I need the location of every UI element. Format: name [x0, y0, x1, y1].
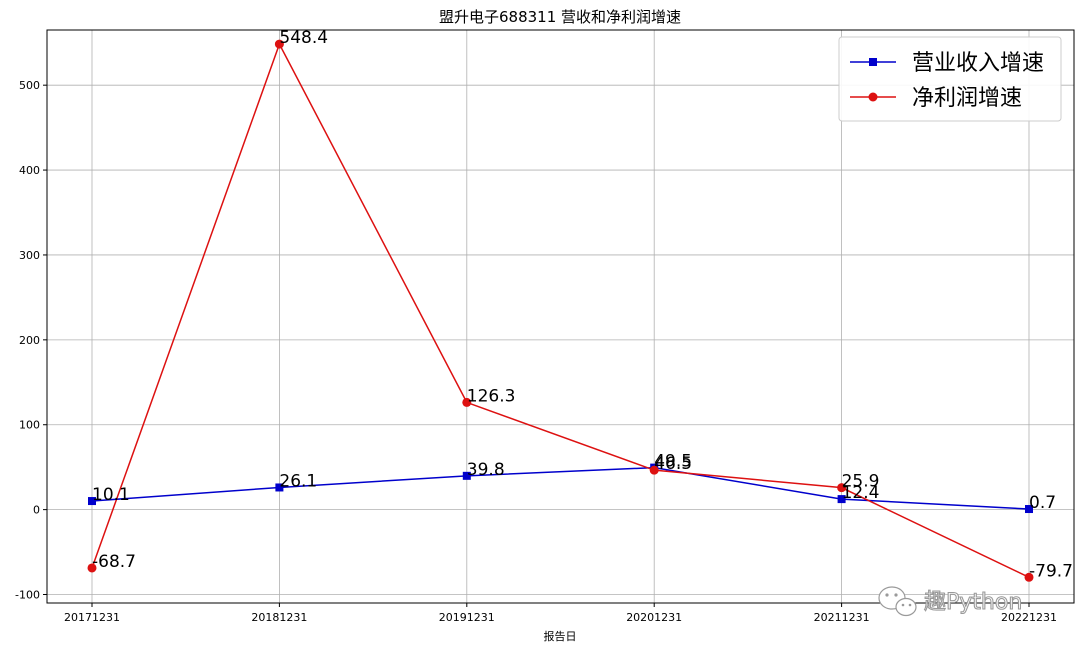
- wechat-icon: [878, 586, 917, 617]
- data-label: 49.5: [654, 452, 692, 472]
- data-point: [462, 397, 472, 407]
- x-axis-label: 报告日: [544, 629, 577, 643]
- data-point: [274, 39, 284, 49]
- data-label: 46.5: [654, 454, 692, 474]
- data-point: [649, 465, 659, 475]
- y-tick-label: 300: [19, 249, 40, 262]
- watermark: 趣Python: [878, 586, 1023, 617]
- legend-marker-profit: [868, 92, 878, 102]
- x-tick-label: 20171231: [64, 611, 120, 624]
- data-point: [87, 563, 97, 573]
- y-tick-label: -100: [15, 589, 40, 602]
- axes: -100 0 100 200 300 400 500 20171231 20181231 2019…: [15, 79, 1057, 624]
- y-tick-label: 200: [19, 334, 40, 347]
- legend-marker-revenue: [869, 58, 877, 66]
- data-point: [1024, 572, 1034, 582]
- x-tick-label: 20221231: [1001, 611, 1057, 624]
- series-line-1: [91, 42, 1030, 578]
- watermark-text: 趣Python: [924, 590, 1022, 615]
- data-label: 26.1: [279, 471, 317, 491]
- y-tick-label: 0: [33, 504, 40, 517]
- data-point: [275, 483, 284, 492]
- y-tick-label: 400: [19, 164, 40, 177]
- data-label: 39.8: [467, 460, 505, 480]
- data-label: 126.3: [467, 386, 516, 406]
- data-label: 25.9: [842, 472, 880, 492]
- series-line-0: [91, 466, 1030, 510]
- chart-title: 盟升电子688311 营收和净利润增速: [439, 8, 681, 26]
- plot-frame: [46, 29, 1075, 604]
- legend-label-profit: 净利润增速: [912, 86, 1022, 111]
- data-label: 10.1: [92, 485, 130, 505]
- data-point: [837, 495, 846, 504]
- data-label: -68.7: [92, 552, 136, 572]
- legend-label-revenue: 营业收入增速: [912, 51, 1044, 76]
- legend-box: [838, 36, 1062, 122]
- data-point: [837, 483, 847, 493]
- x-tick-label: 20181231: [251, 611, 307, 624]
- x-tick-label: 20191231: [439, 611, 495, 624]
- y-tick-label: 500: [19, 79, 40, 92]
- y-tick-label: 100: [19, 419, 40, 432]
- data-point: [88, 497, 96, 506]
- data-point: [1025, 505, 1033, 514]
- series-layer: [87, 39, 1034, 582]
- data-label: 12.4: [842, 483, 880, 503]
- legend: 营业收入增速 净利润增速: [838, 36, 1062, 122]
- data-label: 0.7: [1029, 493, 1056, 513]
- data-point: [462, 471, 471, 480]
- data-labels: 10.1 26.1 39.8 49.5 12.4 0.7 -68.7 548.4 126.3 46…: [92, 28, 1073, 581]
- x-tick-label: 20201231: [626, 611, 682, 624]
- data-label: -79.7: [1029, 561, 1073, 581]
- data-label: 548.4: [279, 28, 328, 48]
- x-tick-label: 20211231: [814, 611, 870, 624]
